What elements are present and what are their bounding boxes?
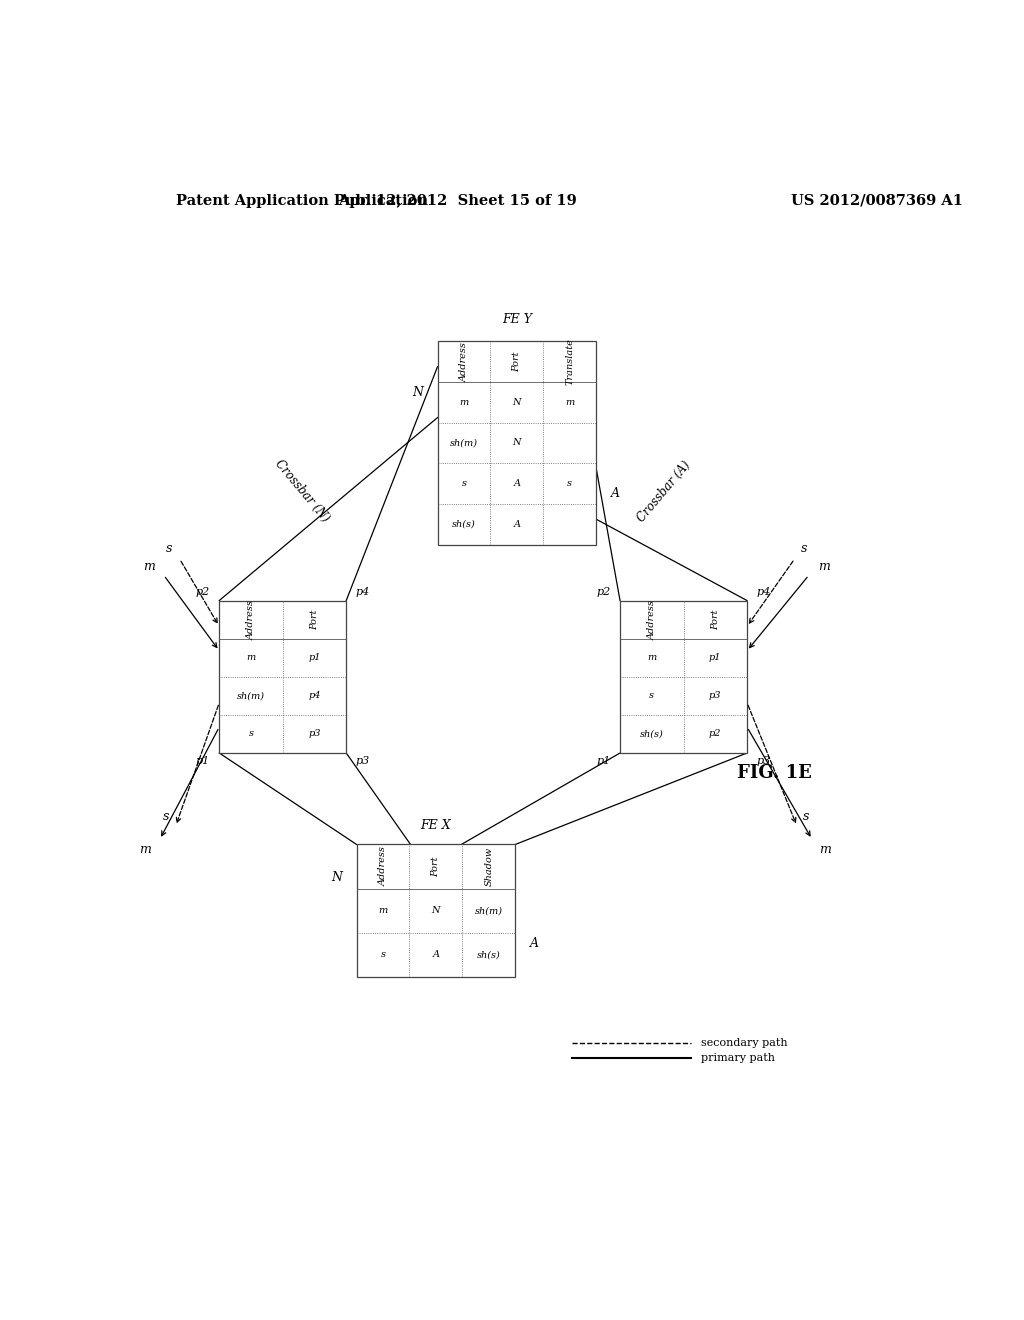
Text: m: m — [460, 397, 469, 407]
Text: Crossbar (N): Crossbar (N) — [272, 457, 332, 524]
Text: sh(s): sh(s) — [640, 730, 664, 738]
Text: s: s — [462, 479, 467, 488]
Text: US 2012/0087369 A1: US 2012/0087369 A1 — [791, 194, 963, 209]
Text: p2: p2 — [596, 587, 610, 598]
Text: Apr. 12, 2012  Sheet 15 of 19: Apr. 12, 2012 Sheet 15 of 19 — [338, 194, 577, 209]
Text: Address: Address — [460, 342, 468, 381]
Text: s: s — [649, 692, 654, 701]
Text: primary path: primary path — [701, 1053, 775, 1063]
Text: Translate: Translate — [565, 338, 574, 385]
Text: p2: p2 — [196, 587, 210, 598]
Text: m: m — [647, 653, 656, 663]
Text: m: m — [818, 561, 829, 573]
Text: Crossbar (A): Crossbar (A) — [635, 458, 693, 524]
Text: s: s — [163, 809, 169, 822]
Text: Address: Address — [647, 599, 656, 639]
Bar — [356, 845, 515, 977]
Text: s: s — [249, 730, 254, 738]
Bar — [620, 601, 746, 752]
Text: A: A — [513, 479, 520, 488]
Text: s: s — [381, 950, 385, 960]
Text: Port: Port — [310, 610, 319, 630]
Text: p1: p1 — [596, 756, 610, 766]
Text: p4: p4 — [757, 587, 771, 598]
Text: p3: p3 — [355, 756, 370, 766]
Text: p3: p3 — [757, 756, 771, 766]
Text: m: m — [142, 561, 155, 573]
Text: m: m — [247, 653, 256, 663]
Text: FE Y: FE Y — [502, 313, 531, 326]
Text: s: s — [801, 543, 807, 556]
Text: sh(m): sh(m) — [450, 438, 478, 447]
Text: sh(s): sh(s) — [477, 950, 501, 960]
Text: N: N — [513, 438, 521, 447]
Text: s: s — [804, 809, 810, 822]
Text: A: A — [610, 487, 620, 500]
Text: A: A — [513, 520, 520, 529]
Text: A: A — [529, 937, 539, 950]
Text: m: m — [565, 397, 574, 407]
Text: Address: Address — [247, 599, 256, 639]
Text: Port: Port — [711, 610, 720, 630]
Text: Patent Application Publication: Patent Application Publication — [176, 194, 428, 209]
Text: Address: Address — [379, 846, 387, 887]
Text: sh(m): sh(m) — [237, 692, 265, 701]
Text: N: N — [432, 906, 440, 915]
Text: s: s — [166, 543, 172, 556]
Text: FE X: FE X — [421, 820, 452, 833]
Text: sh(m): sh(m) — [475, 906, 503, 915]
Text: A: A — [432, 950, 439, 960]
Text: N: N — [513, 397, 521, 407]
Text: s: s — [567, 479, 572, 488]
Text: Shadow: Shadow — [484, 847, 494, 886]
Text: p3: p3 — [308, 730, 321, 738]
Text: N: N — [413, 385, 423, 399]
Text: Port: Port — [512, 351, 521, 372]
Text: p1: p1 — [308, 653, 321, 663]
Text: p2: p2 — [709, 730, 722, 738]
Text: p1: p1 — [196, 756, 210, 766]
Text: N: N — [332, 871, 342, 884]
Text: m: m — [139, 843, 152, 857]
Text: sh(s): sh(s) — [452, 520, 476, 529]
Text: p4: p4 — [355, 587, 370, 598]
Text: secondary path: secondary path — [701, 1038, 787, 1048]
Text: p3: p3 — [709, 692, 722, 701]
Bar — [437, 342, 596, 545]
Bar — [219, 601, 346, 752]
Text: m: m — [379, 906, 388, 915]
Text: m: m — [819, 843, 830, 857]
Text: p4: p4 — [308, 692, 321, 701]
Text: Port: Port — [431, 857, 440, 876]
Text: FIG. 1E: FIG. 1E — [737, 764, 812, 783]
Text: p1: p1 — [709, 653, 722, 663]
